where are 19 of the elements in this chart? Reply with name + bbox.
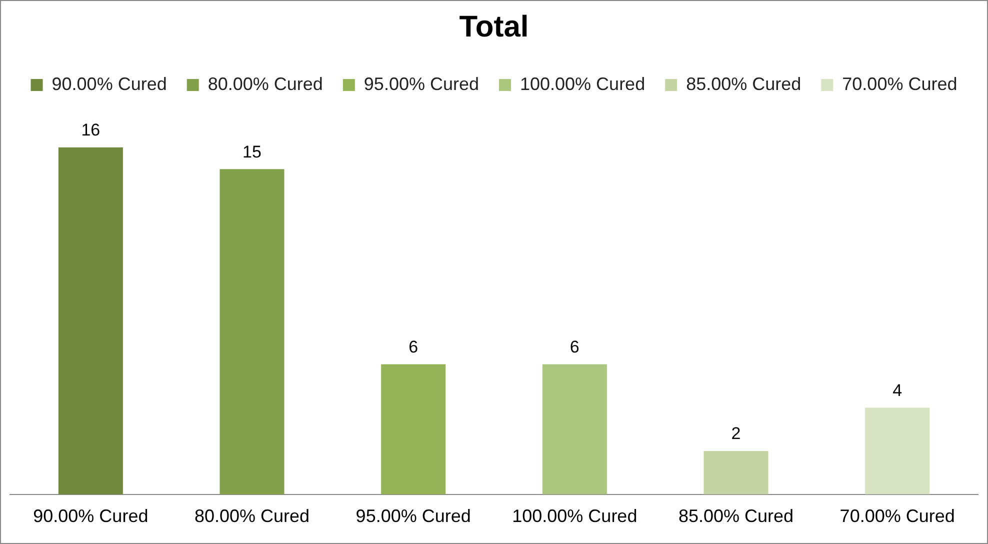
x-tick-label: 90.00% Cured (33, 506, 148, 526)
legend-label: 100.00% Cured (520, 74, 646, 94)
x-tick-label: 100.00% Cured (512, 506, 638, 526)
legend-label: 95.00% Cured (364, 74, 479, 94)
legend-label: 70.00% Cured (842, 74, 958, 94)
chart-title: Total (459, 10, 529, 44)
legend-label: 80.00% Cured (208, 74, 323, 94)
data-label: 6 (570, 337, 580, 356)
data-label: 16 (81, 120, 100, 140)
data-label: 2 (731, 424, 741, 444)
legend-label: 85.00% Cured (686, 74, 802, 94)
x-tick-label: 85.00% Cured (678, 506, 794, 526)
x-tick-label: 70.00% Cured (840, 506, 955, 526)
data-label: 15 (242, 142, 262, 162)
data-label: 4 (892, 380, 902, 400)
data-label: 6 (408, 337, 418, 356)
legend-label: 90.00% Cured (52, 74, 167, 94)
x-tick-label: 80.00% Cured (194, 506, 310, 526)
x-tick-label: 95.00% Cured (356, 506, 471, 526)
